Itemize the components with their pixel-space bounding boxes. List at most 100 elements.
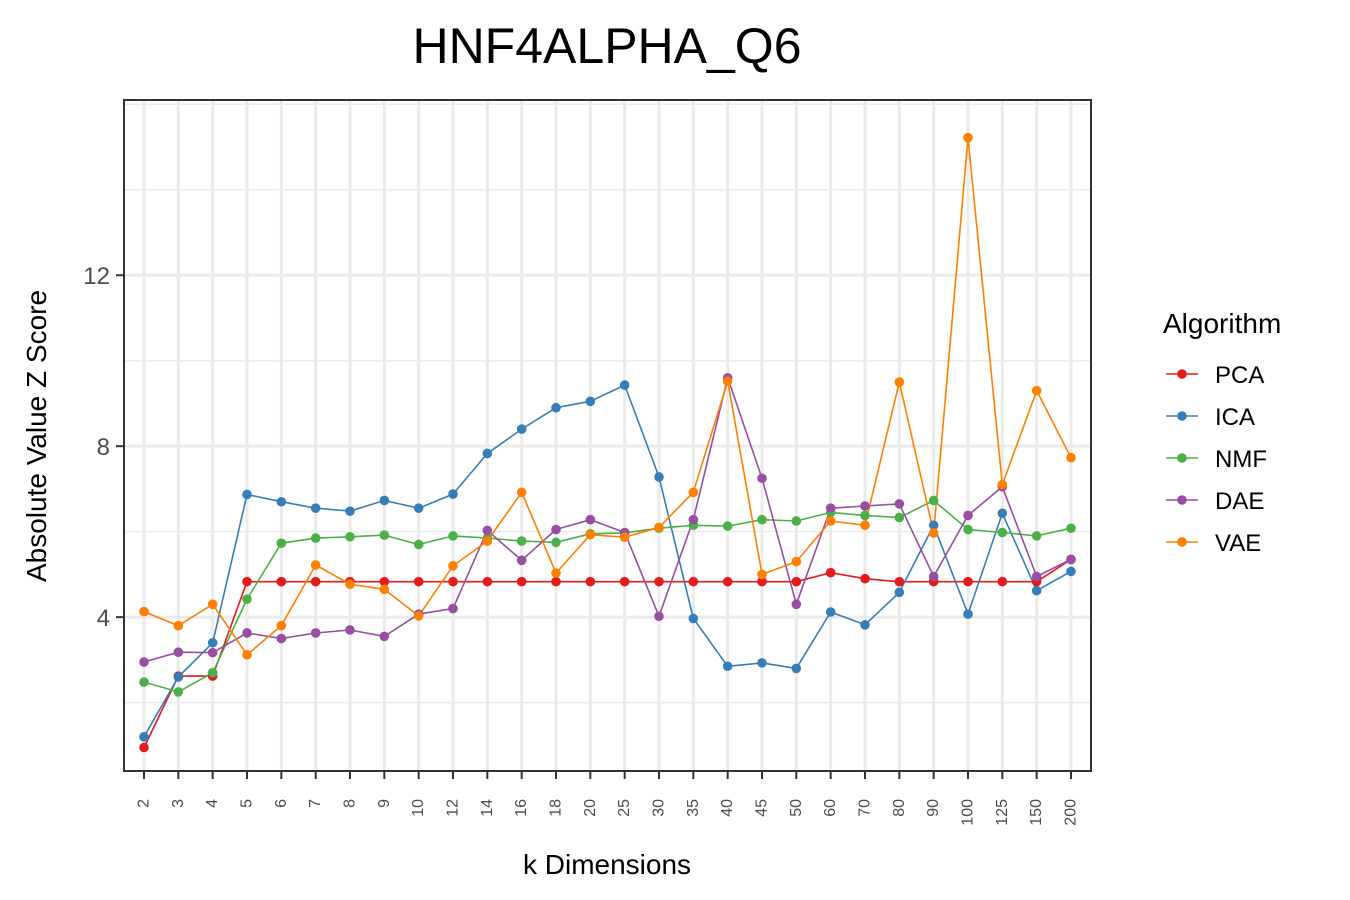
data-point-pca (139, 742, 149, 753)
data-point-nmf (207, 667, 218, 678)
data-point-ica (1066, 566, 1076, 577)
data-point-ica (379, 495, 390, 506)
data-point-vae (516, 487, 527, 498)
data-point-vae (448, 561, 458, 571)
data-point-vae (860, 520, 870, 531)
data-point-dae (516, 555, 527, 566)
data-point-nmf (722, 521, 733, 531)
x-tick-label: 90 (925, 799, 942, 817)
x-tick-label: 16 (513, 799, 530, 817)
data-point-ica (551, 402, 561, 413)
data-point-dae (963, 510, 973, 521)
x-tick-label: 100 (960, 799, 977, 826)
x-tick-label: 6 (273, 799, 290, 808)
data-point-ica (585, 396, 596, 407)
data-point-nmf (173, 687, 184, 697)
data-point-pca (448, 576, 458, 587)
data-point-vae (173, 620, 184, 631)
y-tick-label: 12 (83, 263, 110, 290)
data-point-ica (345, 506, 355, 516)
y-axis-label: Absolute Value Z Score (21, 290, 52, 582)
data-point-nmf (310, 533, 321, 543)
data-point-dae (139, 657, 149, 667)
data-point-ica (139, 732, 149, 742)
data-point-ica (276, 496, 287, 507)
data-point-nmf (860, 510, 870, 521)
data-point-dae (276, 633, 287, 644)
data-point-vae (482, 536, 493, 546)
data-point-vae (791, 556, 802, 567)
data-point-pca (860, 573, 870, 584)
data-point-dae (688, 514, 699, 525)
chart-title: HNF4ALPHA_Q6 (412, 18, 801, 74)
data-point-pca (310, 576, 321, 587)
data-point-pca (276, 576, 287, 587)
data-point-vae (654, 522, 664, 533)
data-point-vae (379, 584, 390, 595)
x-tick-label: 20 (582, 799, 599, 817)
x-tick-label: 18 (548, 799, 565, 817)
data-point-vae (276, 620, 287, 631)
series-line-dae (143, 376, 1072, 663)
data-point-nmf (963, 524, 973, 535)
legend-point-nmf (1177, 453, 1187, 463)
data-point-vae (207, 599, 218, 610)
x-tick-label: 10 (410, 799, 427, 817)
data-point-vae (585, 529, 596, 540)
legend-label-nmf: NMF (1215, 446, 1267, 473)
data-point-dae (207, 647, 218, 658)
series-line-ica (143, 384, 1072, 738)
data-point-pca (963, 576, 973, 587)
data-point-nmf (413, 539, 424, 550)
data-point-dae (448, 603, 458, 614)
x-tick-label: 5 (239, 799, 256, 808)
data-point-vae (928, 528, 939, 538)
data-point-vae (688, 487, 699, 498)
series-line-nmf (143, 499, 1072, 693)
data-point-ica (894, 587, 905, 598)
x-tick-label: 150 (1028, 799, 1045, 826)
data-point-pca (894, 576, 905, 587)
x-tick-label: 200 (1063, 799, 1080, 826)
data-point-ica (619, 380, 630, 390)
y-tick-label: 4 (97, 605, 110, 632)
data-point-dae (173, 647, 184, 657)
data-point-dae (379, 631, 390, 642)
data-point-nmf (345, 531, 355, 542)
x-tick-label: 30 (651, 799, 668, 817)
data-point-vae (1066, 452, 1076, 463)
series-lines (143, 136, 1072, 748)
data-point-pca (722, 576, 733, 587)
data-point-pca (997, 576, 1008, 587)
x-tick-label: 12 (445, 799, 462, 817)
data-point-pca (688, 576, 699, 587)
data-point-ica (242, 489, 252, 500)
data-point-dae (654, 611, 664, 622)
data-point-ica (825, 607, 836, 617)
data-point-ica (928, 520, 939, 531)
x-tick-label: 4 (204, 799, 221, 808)
data-point-dae (585, 514, 596, 525)
data-point-nmf (139, 677, 149, 687)
x-tick-label: 14 (479, 799, 496, 817)
data-point-dae (928, 571, 939, 582)
data-point-pca (654, 576, 664, 587)
plot-border (123, 99, 1092, 772)
data-point-pca (791, 576, 802, 587)
x-tick-label: 60 (822, 799, 839, 817)
data-point-nmf (448, 531, 458, 541)
data-point-ica (173, 672, 184, 682)
legend-label-dae: DAE (1215, 488, 1264, 515)
data-point-pca (516, 576, 527, 587)
data-point-pca (242, 576, 252, 587)
plot-background (124, 100, 1091, 771)
data-point-nmf (894, 512, 905, 523)
data-point-pca (825, 567, 836, 578)
data-point-ica (722, 661, 733, 672)
y-tick-label: 8 (97, 434, 110, 461)
data-point-ica (860, 620, 870, 630)
y-axis: 4 8 12 (83, 263, 124, 632)
data-point-vae (551, 568, 561, 578)
data-point-vae (310, 560, 321, 570)
